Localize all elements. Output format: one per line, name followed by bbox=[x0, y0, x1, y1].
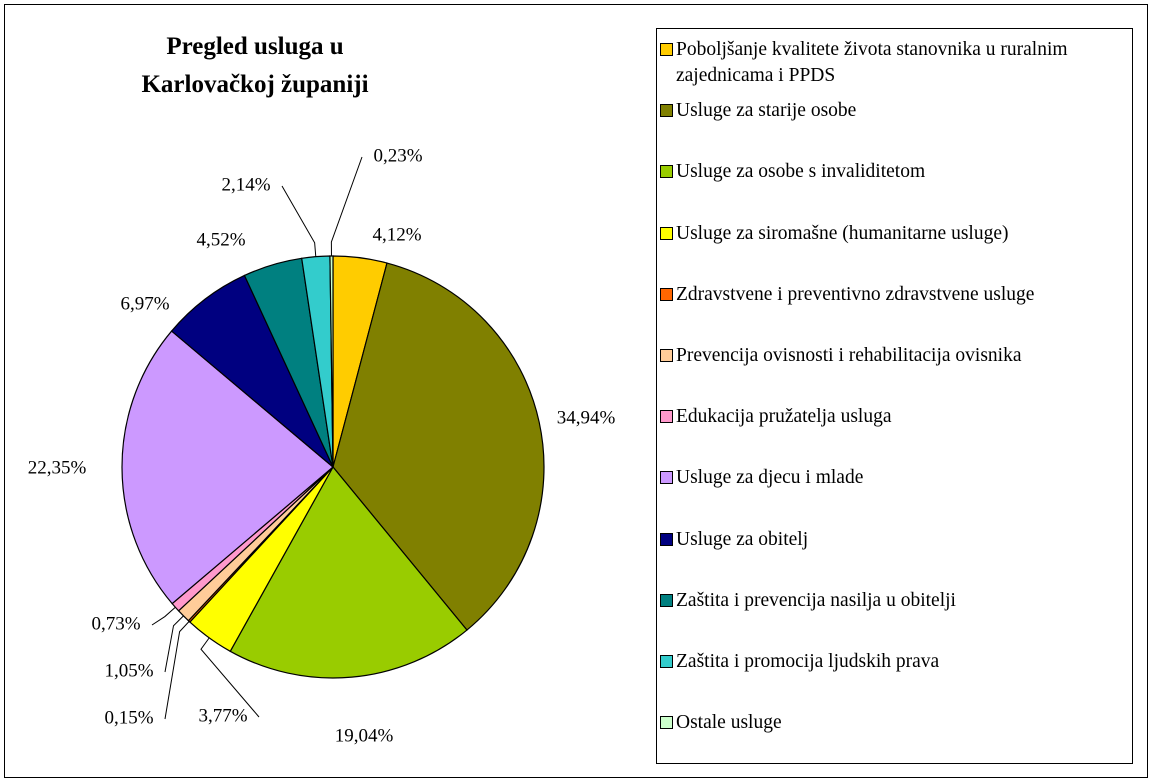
legend-label: Zaštita i prevencija nasilja u obitelji bbox=[676, 589, 956, 611]
data-label: 34,94% bbox=[557, 407, 616, 428]
legend-entry: Edukacija pružatelja usluga bbox=[660, 404, 1128, 430]
legend-entry: Usluge za osobe s invaliditetom bbox=[660, 159, 1128, 185]
legend-swatch bbox=[660, 532, 673, 546]
pie-slice bbox=[332, 262, 545, 631]
data-label: 4,52% bbox=[196, 229, 245, 250]
data-label: 0,15% bbox=[104, 707, 153, 728]
legend-label: Poboljšanje kvalitete života stanovnika … bbox=[676, 39, 1068, 86]
legend-entry: Zdravstvene i preventivno zdravstvene us… bbox=[660, 282, 1128, 308]
leader-line bbox=[200, 637, 260, 718]
pie-slice bbox=[229, 465, 468, 679]
legend-swatch bbox=[660, 716, 673, 730]
legend-entry: Prevencija ovisnosti i rehabilitacija ov… bbox=[660, 343, 1128, 369]
legend-swatch bbox=[660, 593, 673, 607]
data-label: 22,35% bbox=[28, 457, 87, 478]
legend-entry: Usluge za siromašne (humanitarne usluge) bbox=[660, 221, 1128, 247]
legend-label: Usluge za djecu i mlade bbox=[676, 467, 864, 489]
legend-label: Zaštita i promocija ljudskih prava bbox=[676, 651, 940, 672]
legend-label: Usluge za osobe s invaliditetom bbox=[676, 161, 926, 183]
chart-border bbox=[4, 4, 1148, 778]
data-label: 3,77% bbox=[198, 705, 247, 726]
legend-swatch bbox=[660, 226, 673, 240]
leader-line bbox=[330, 156, 363, 257]
leader-line bbox=[164, 615, 184, 673]
legend-swatch bbox=[660, 43, 673, 56]
data-label: 4,12% bbox=[372, 224, 421, 245]
data-label: 0,73% bbox=[91, 613, 140, 634]
legend-label: Usluge za obitelj bbox=[676, 528, 809, 550]
chart-title: Pregled usluga u Karlovačkoj županiji bbox=[141, 33, 369, 98]
legend-entry: Poboljšanje kvalitete života stanovnika … bbox=[660, 37, 1128, 89]
data-label: 0,23% bbox=[373, 145, 422, 166]
data-label: 1,05% bbox=[104, 660, 153, 681]
leader-line bbox=[151, 606, 176, 626]
legend-entry: Ostale usluge bbox=[660, 710, 1128, 736]
legend-swatch bbox=[660, 471, 673, 485]
legend-entry: Usluge za starije osobe bbox=[660, 98, 1128, 124]
pie-slice bbox=[121, 330, 334, 605]
legend-swatch bbox=[660, 410, 673, 424]
data-label: 19,04% bbox=[335, 725, 394, 746]
legend-label: Edukacija pružatelja usluga bbox=[676, 406, 892, 428]
legend-border bbox=[656, 28, 1133, 764]
data-label: 2,14% bbox=[221, 174, 270, 195]
legend-entry: Zaštita i promocija ljudskih prava bbox=[660, 649, 1128, 675]
legend-entry: Usluge za obitelj bbox=[660, 527, 1128, 553]
legend-swatch bbox=[660, 287, 673, 301]
legend-swatch bbox=[660, 165, 673, 179]
leader-line bbox=[281, 185, 317, 257]
legend-label: Usluge za starije osobe bbox=[676, 100, 857, 122]
leader-line bbox=[164, 621, 190, 720]
data-label: 6,97% bbox=[120, 293, 169, 314]
legend-swatch bbox=[660, 655, 673, 668]
legend-entry: Usluge za djecu i mlade bbox=[660, 465, 1128, 491]
legend-swatch bbox=[660, 349, 673, 362]
legend-label: Prevencija ovisnosti i rehabilitacija ov… bbox=[676, 345, 1022, 366]
legend-label: Usluge za siromašne (humanitarne usluge) bbox=[676, 222, 1009, 244]
legend-label: Ostale usluge bbox=[676, 712, 782, 734]
legend-entry: Zaštita i prevencija nasilja u obitelji bbox=[660, 588, 1128, 614]
legend-label: Zdravstvene i preventivno zdravstvene us… bbox=[676, 283, 1035, 305]
legend-swatch bbox=[660, 104, 673, 118]
